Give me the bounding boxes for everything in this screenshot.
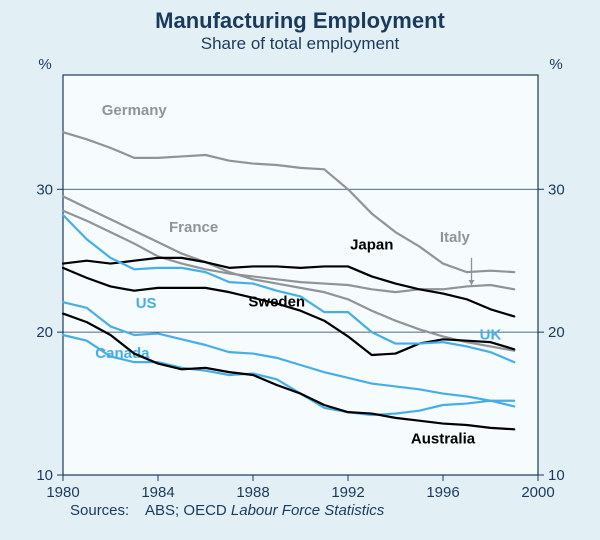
svg-text:10: 10 bbox=[548, 467, 565, 484]
svg-text:1996: 1996 bbox=[426, 484, 459, 501]
svg-text:1988: 1988 bbox=[236, 484, 269, 501]
svg-text:30: 30 bbox=[36, 181, 53, 198]
svg-text:2000: 2000 bbox=[521, 484, 554, 501]
sources-text: ABS; OECD bbox=[145, 502, 227, 519]
sources-prefix: Sources: bbox=[70, 502, 129, 519]
sources-line: Sources: ABS; OECD Labour Force Statisti… bbox=[70, 502, 384, 519]
sources-italic: Labour Force Statistics bbox=[231, 502, 384, 519]
label-uk: UK bbox=[480, 326, 502, 343]
svg-text:%: % bbox=[549, 56, 562, 73]
label-us: US bbox=[136, 295, 157, 312]
svg-text:1984: 1984 bbox=[141, 484, 174, 501]
label-australia: Australia bbox=[411, 431, 476, 448]
label-canada: Canada bbox=[95, 345, 150, 362]
label-france: France bbox=[169, 219, 218, 236]
label-italy: Italy bbox=[440, 229, 471, 246]
plot-svg: 198019841988199219962000101020203030%%Ge… bbox=[0, 0, 600, 540]
label-germany: Germany bbox=[102, 102, 168, 119]
svg-text:30: 30 bbox=[548, 181, 565, 198]
svg-text:20: 20 bbox=[36, 324, 53, 341]
svg-text:%: % bbox=[38, 56, 51, 73]
label-japan: Japan bbox=[350, 236, 393, 253]
svg-text:1992: 1992 bbox=[331, 484, 364, 501]
svg-text:20: 20 bbox=[548, 324, 565, 341]
svg-text:1980: 1980 bbox=[46, 484, 79, 501]
chart-container: Manufacturing Employment Share of total … bbox=[0, 0, 600, 540]
svg-text:10: 10 bbox=[36, 467, 53, 484]
